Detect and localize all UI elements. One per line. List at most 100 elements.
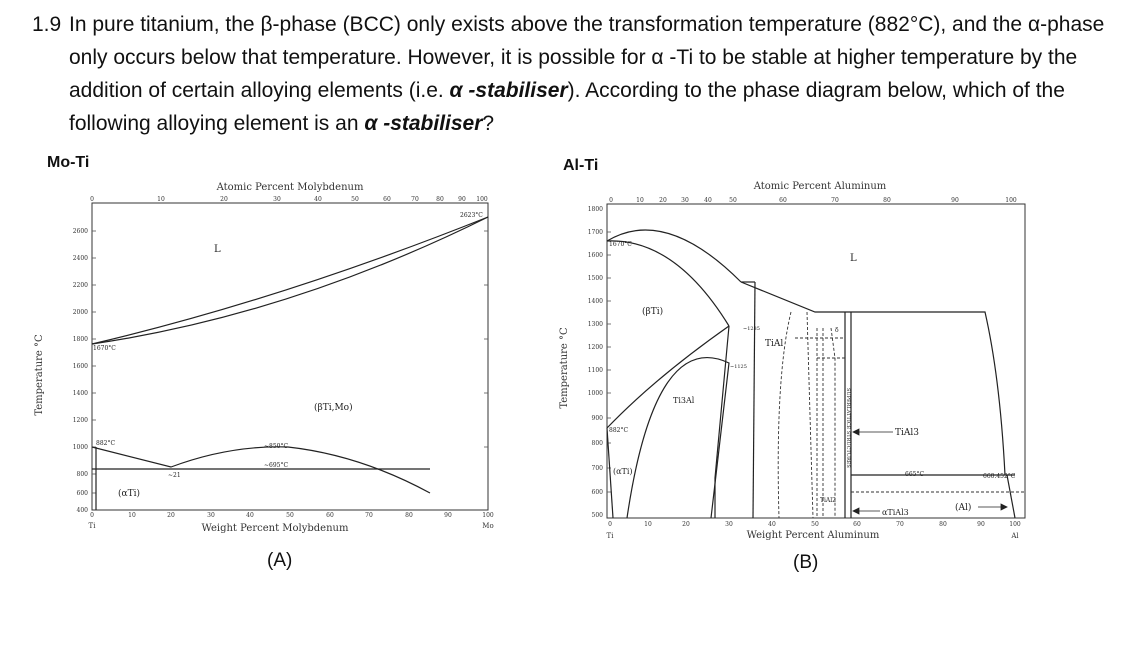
bottom-axis-label-b: Weight Percent Aluminum xyxy=(747,530,880,541)
bottom-tick: 0 xyxy=(608,521,612,528)
top-tick: 90 xyxy=(951,197,959,204)
delta-label: δ xyxy=(835,327,839,334)
composition-21-label: ~21 xyxy=(168,472,181,479)
frame-b xyxy=(606,203,1026,519)
bottom-tick: 70 xyxy=(896,521,904,528)
bottom-tick: 90 xyxy=(977,521,985,528)
liquidus-right-b xyxy=(740,281,1006,476)
y-tick: 500 xyxy=(592,512,604,519)
top-tick: 60 xyxy=(383,196,391,203)
top-tick-zero-a: 0 xyxy=(90,196,94,203)
bottom-tick: 90 xyxy=(444,512,452,519)
right-end-label-a: Mo xyxy=(482,522,493,530)
tial-left-b xyxy=(714,325,730,518)
bottom-tick: 30 xyxy=(207,512,215,519)
y-tick: 900 xyxy=(592,415,604,422)
y-tick: 1800 xyxy=(588,206,603,213)
y-tick: 1000 xyxy=(588,390,603,397)
beta-label-a: (βTi,Mo) xyxy=(314,402,353,413)
y-tick: 800 xyxy=(592,440,604,447)
bottom-tick: 80 xyxy=(405,512,413,519)
top-tick: 40 xyxy=(704,197,712,204)
temp-2623-label: 2623°C xyxy=(460,212,483,219)
y-tick-marks-a xyxy=(92,230,488,494)
ti3al-dome-b xyxy=(626,357,730,519)
diagram-a-subtitle: Mo-Ti xyxy=(47,154,90,171)
y-tick: 1500 xyxy=(588,275,603,282)
y-tick: 1000 xyxy=(73,444,88,451)
top-ticks-a: 10 20 30 40 50 60 70 80 90 100 xyxy=(157,196,488,203)
y-tick: 1400 xyxy=(588,298,603,305)
y-axis-label-a: Temperature °C xyxy=(34,334,45,416)
question-text-part2: ). According to the phase diagram below,… xyxy=(69,79,1065,135)
bottom-tick: 50 xyxy=(286,512,294,519)
tial2-label: TiAl2 xyxy=(820,497,836,504)
y-tick: 700 xyxy=(592,465,604,472)
bottom-axis-label-a: Weight Percent Molybdenum xyxy=(202,523,349,534)
bottom-tick: 60 xyxy=(853,521,861,528)
y-tick: 1400 xyxy=(73,390,88,397)
top-tick: 100 xyxy=(476,196,488,203)
top-tick: 20 xyxy=(220,196,228,203)
y-tick: 2000 xyxy=(73,309,88,316)
y-tick: 2600 xyxy=(73,228,88,235)
temp-882-label-a: 882°C xyxy=(96,440,115,447)
arrows-b xyxy=(852,428,1008,515)
question-text: In pure titanium, the β-phase (BCC) only… xyxy=(69,8,1119,140)
temp-695-label: ~695°C xyxy=(264,462,288,469)
phase-lines-b xyxy=(606,229,1016,519)
bottom-tick: 20 xyxy=(167,512,175,519)
bottom-tick: 60 xyxy=(326,512,334,519)
y-tick: 600 xyxy=(77,490,89,497)
question-text-part1: In pure titanium, the β-phase (BCC) only… xyxy=(69,13,1105,102)
liquid-label-a: L xyxy=(214,244,221,255)
y-tick: 1600 xyxy=(73,363,88,370)
right-end-label-b: Al xyxy=(1010,532,1019,540)
y-tick: 1200 xyxy=(588,344,603,351)
al-solvus-b xyxy=(1006,474,1016,519)
y-axis-label-b: Temperature °C xyxy=(559,327,570,409)
top-tick: 50 xyxy=(729,197,737,204)
top-tick: 70 xyxy=(831,197,839,204)
question-emphasis-2: α -stabiliser xyxy=(364,112,483,135)
bottom-tick: 80 xyxy=(939,521,947,528)
atial3-label: αTiAl3 xyxy=(882,508,909,517)
y-tick: 600 xyxy=(592,489,604,496)
y-tick: 400 xyxy=(77,507,89,514)
y-tick: 800 xyxy=(77,471,89,478)
top-tick: 20 xyxy=(659,197,667,204)
top-ticks-b: 0 10 20 30 40 50 60 70 80 90 100 xyxy=(609,197,1017,204)
bottom-tick: 50 xyxy=(811,521,819,528)
y-tick: 1600 xyxy=(588,252,603,259)
temp-1670-label-b: 1670°C xyxy=(609,241,632,248)
diagram-a-caption: (A) xyxy=(267,550,293,571)
y-tick: 1200 xyxy=(73,417,88,424)
y-tick: 1700 xyxy=(588,229,603,236)
solidus-left-b xyxy=(606,240,730,327)
temp-665-label: 665°C xyxy=(905,471,924,478)
y-ticks-a: 2600 2400 2200 2000 1800 1600 1400 1200 … xyxy=(73,228,88,514)
mo-ti-phase-diagram: Atomic Percent Molybdenum 10 20 30 40 50… xyxy=(34,182,494,534)
bottom-tick: 100 xyxy=(482,512,494,519)
bottom-tick: 0 xyxy=(90,512,94,519)
bottom-tick: 10 xyxy=(128,512,136,519)
bottom-tick: 40 xyxy=(246,512,254,519)
dashed-lines-b xyxy=(777,311,1025,519)
question-emphasis-1: α -stabiliser xyxy=(449,79,568,102)
alpha-label-a: (αTi) xyxy=(118,488,140,499)
temp-660-label: 660.452°C xyxy=(983,473,1016,480)
bottom-ticks-b: 0 10 20 30 40 50 60 70 80 90 100 xyxy=(608,521,1021,528)
bottom-tick: 20 xyxy=(682,521,690,528)
alpha-left-b xyxy=(606,427,614,519)
temp-882-label-b: 882°C xyxy=(609,427,628,434)
left-end-label-a: Ti xyxy=(89,522,97,530)
y-ticks-b: 1800 1700 1600 1500 1400 1300 1200 1100 … xyxy=(588,206,603,519)
beta-label-b: (βTi) xyxy=(642,306,663,317)
y-tick: 1800 xyxy=(73,336,88,343)
top-tick: 50 xyxy=(351,196,359,203)
y-tick: 1300 xyxy=(588,321,603,328)
bottom-tick: 30 xyxy=(725,521,733,528)
liquid-label-b: L xyxy=(850,253,857,264)
diagram-b-caption: (B) xyxy=(793,552,819,573)
y-tick: 2200 xyxy=(73,282,88,289)
